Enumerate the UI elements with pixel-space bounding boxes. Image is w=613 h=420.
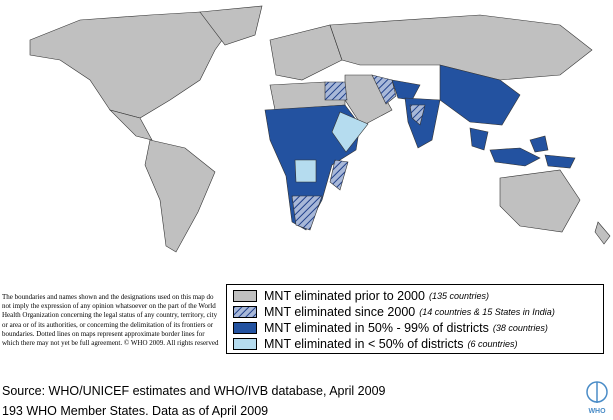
legend-note: (14 countries & 15 States in India): [419, 307, 555, 317]
world-map: [29, 5, 611, 253]
logo-emblem: [586, 381, 608, 403]
legend-note: (135 countries): [428, 291, 489, 301]
legend-item: MNT eliminated in 50% - 99% of districts…: [233, 320, 603, 336]
legend-note: (6 countries): [467, 339, 518, 349]
legend-swatch: [233, 322, 257, 334]
footer: 193 WHO Member States. Data as of April …: [2, 404, 269, 418]
legend-item: MNT eliminated since 2000 (14 countries &…: [233, 304, 603, 320]
legend-item: MNT eliminated prior to 2000 (135 countri…: [233, 288, 603, 304]
legend: MNT eliminated prior to 2000 (135 countri…: [226, 284, 604, 354]
logo-text: WHO: [588, 408, 606, 415]
legend-swatch: [233, 290, 257, 302]
legend-label: MNT eliminated prior to 2000: [264, 289, 425, 303]
legend-label: MNT eliminated since 2000: [264, 305, 416, 319]
countries: [29, 5, 611, 253]
legend-swatch: [233, 338, 257, 350]
logo: WHO: [583, 380, 611, 415]
legend-note: (38 countries): [492, 323, 548, 333]
legend-item: MNT eliminated in < 50% of districts (6 c…: [233, 336, 603, 352]
source: Source: WHO/UNICEF estimates and WHO/IVB…: [2, 384, 386, 398]
legend-label: MNT eliminated in 50% - 99% of districts: [264, 321, 489, 335]
disclaimer: The boundaries and names shown and the d…: [2, 293, 219, 348]
legend-swatch: [233, 306, 257, 318]
legend-label: MNT eliminated in < 50% of districts: [264, 337, 464, 351]
